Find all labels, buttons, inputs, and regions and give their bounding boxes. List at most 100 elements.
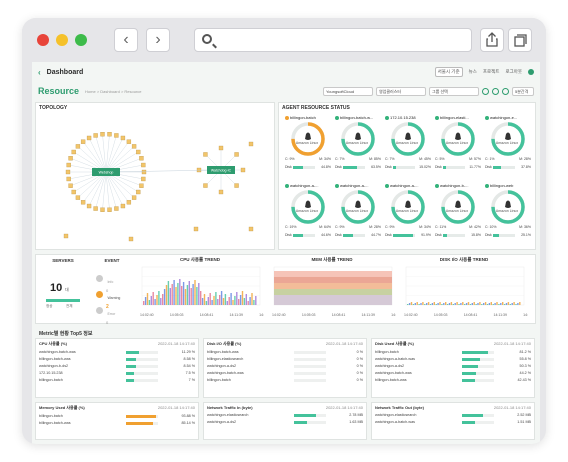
settings-icon[interactable] (492, 87, 499, 95)
interval-select[interactable]: 5분간격 (512, 86, 534, 96)
metric-table: Network Traffic Out (byte) 2022-01-18 14:… (371, 402, 535, 440)
metric-row[interactable]: billingon-batch-was 85.14 % (39, 421, 195, 425)
topology-node (139, 156, 144, 161)
metric-row[interactable]: watchingon-b-ds2 8.54 % (39, 364, 195, 368)
metric-row[interactable]: watchingon-a-ds2 50.3 % (375, 364, 531, 368)
resource-title: Resource (38, 86, 80, 96)
linux-icon (355, 200, 361, 208)
metric-row[interactable]: watchingon-a-ds2 0 % (207, 364, 363, 368)
minimize-window-button[interactable] (56, 34, 68, 46)
metric-row[interactable]: billingon-batch 93.88 % (39, 414, 195, 418)
agent-card[interactable]: billingon-elasti... Amazon Linux C: 5% M: 5… (435, 115, 481, 175)
topology-node (248, 226, 254, 232)
agent-card[interactable]: watchingon-e... Amazon Linux C: 1% M: 28% Di… (485, 115, 531, 175)
metric-row[interactable]: watchingon-batch-was 44.2 % (375, 371, 531, 375)
group-select[interactable]: 그룹 선택 (429, 86, 479, 96)
metric-row[interactable]: watchingon-a-batch-was 55.8 % (375, 357, 531, 361)
app-content: ‹ Dashboard 서울시 기준 뉴스 프로젝트 로그아웃 Resource… (32, 62, 540, 444)
forward-button[interactable]: › (146, 28, 170, 52)
agent-card[interactable]: watchingon-a-... Amazon Linux C: 19% M: 64%… (285, 183, 331, 243)
agent-card[interactable]: watchingon-a-... Amazon Linux C: 9% M: 28% D… (335, 183, 381, 243)
user-status-icon[interactable] (528, 69, 534, 75)
agent-card[interactable]: billingon-batch Amazon Linux C: 9% M: 34% Di… (285, 115, 331, 175)
resource-bar: Resource Home > Dashboard > Resource You… (32, 82, 540, 100)
agent-card[interactable]: billingon-web Amazon Linux C: 10% M: 36% Dis… (485, 183, 531, 243)
metric-row[interactable]: billingon-batch-was 8.58 % (39, 357, 195, 361)
agent-card[interactable]: 172.10.15.238 Amazon Linux C: 7% M: 45% Disk… (385, 115, 431, 175)
metric-row[interactable]: billingon-batch-was 42.43 % (375, 378, 531, 382)
agent-stats: C: 11% M: 42% (435, 225, 481, 229)
cluster-select[interactable]: 영업클러스터 (376, 86, 426, 96)
agent-os-label: Amazon Linux (445, 141, 469, 145)
servers-legend-total: 전체 (66, 304, 73, 308)
agent-card[interactable]: watchingon-b-... Amazon Linux C: 11% M: 42%… (435, 183, 481, 243)
project-link[interactable]: 프로젝트 (482, 69, 500, 74)
event-error-label: Error (107, 312, 116, 316)
metric-row[interactable]: billingon-elasticsearch 0 % (207, 357, 363, 361)
metric-row[interactable]: billingon-batch 7 % (39, 378, 195, 382)
linux-icon (505, 132, 511, 140)
linux-icon (405, 200, 411, 208)
refresh-icon[interactable] (482, 87, 489, 95)
metric-row[interactable]: watchingon-elasticsearch 2.78 MB (207, 413, 363, 417)
servers-legend-normal: 정상 (46, 304, 53, 308)
agent-usage-ring (441, 190, 475, 224)
event-info[interactable]: Info 0 (96, 270, 113, 293)
topology-node (68, 156, 73, 161)
trend-title: MEM 사용률 TREND (311, 257, 353, 262)
agent-stats: C: 9% M: 34% (385, 225, 431, 229)
agent-name: watchingon-a-... (285, 183, 331, 188)
metric-row[interactable]: watchingon-batch-was 0 % (207, 371, 363, 375)
event-error[interactable]: Error 0 (96, 302, 115, 325)
topology-node (65, 169, 71, 175)
servers-title: SERVERS (52, 258, 74, 263)
metric-row[interactable]: watchingon-batch-was 11.29 % (39, 350, 195, 354)
app-header: ‹ Dashboard 서울시 기준 뉴스 프로젝트 로그아웃 (32, 62, 540, 82)
metric-row[interactable]: billingon-batch 0 % (207, 378, 363, 382)
trend-chart[interactable]: MEM 사용률 TREND 14:02:40 14:05:03 14:08:41 14:… (268, 257, 396, 321)
agent-disk: Disk 44.8% (285, 165, 331, 169)
back-button[interactable]: ‹ (114, 28, 138, 52)
topology-node (141, 169, 147, 175)
topology-node (68, 183, 73, 188)
metric-row[interactable]: watchingon-a-ds2 1.63 MB (207, 420, 363, 424)
agent-card[interactable]: watchingon-a-... Amazon Linux C: 9% M: 34% D… (385, 183, 431, 243)
event-warning[interactable]: Warning 2 (96, 286, 120, 310)
metric-row[interactable]: 172.10.15.238 7.5 % (39, 371, 195, 375)
back-chevron-icon[interactable]: ‹ (38, 67, 41, 77)
agent-status-icon (285, 115, 289, 120)
event-box: EVENT Info 0 Warning 2 Error 0 (92, 258, 132, 325)
metric-row[interactable]: billingon-batch-was 0 % (207, 350, 363, 354)
topology-graph[interactable]: Webshop Watchdog-IC (36, 114, 274, 249)
linux-icon (305, 132, 311, 140)
cloud-select[interactable]: YoungsoftCloud (323, 86, 373, 96)
metrics-title: Metric별 현황 Top5 정보 (39, 331, 93, 337)
agent-os-label: Amazon Linux (295, 209, 319, 213)
agent-disk: Disk 11.77% (435, 165, 481, 169)
share-button[interactable] (480, 28, 504, 52)
trend-chart[interactable]: DISK I/O 사용률 TREND 14:02:40 14:05:03 14:08:… (400, 257, 528, 321)
region-chip[interactable]: 서울시 기준 (434, 67, 463, 77)
news-link[interactable]: 뉴스 (468, 69, 477, 74)
topology-node (193, 226, 199, 232)
tabs-button[interactable] (508, 28, 532, 52)
play-icon[interactable] (502, 87, 509, 95)
agent-card[interactable]: billingon-batch-w... Amazon Linux C: 7% M: … (335, 115, 381, 175)
address-bar[interactable] (194, 28, 472, 52)
trend-chart[interactable]: CPU 사용률 TREND 14:02:40 14:05:03 14:08:41 14:… (136, 257, 264, 321)
metric-row[interactable]: watchingon-elasticsearch 2.52 MB (375, 413, 531, 417)
logout-link[interactable]: 로그아웃 (505, 69, 522, 74)
close-window-button[interactable] (37, 34, 49, 46)
linux-icon (455, 200, 461, 208)
agent-disk: Disk 15.8% (435, 233, 481, 237)
agent-os-label: Amazon Linux (445, 209, 469, 213)
metric-row[interactable]: billingon-batch 81.2 % (375, 350, 531, 354)
info-icon (96, 275, 103, 283)
maximize-window-button[interactable] (75, 34, 87, 46)
tabs-icon (514, 34, 527, 47)
agent-name: billingon-web (485, 183, 531, 188)
agent-disk: Disk 25.1% (485, 233, 531, 237)
agent-stats: C: 9% M: 28% (335, 225, 381, 229)
metric-row[interactable]: watchingon-a-batch-was 1.51 MB (375, 420, 531, 424)
agent-name: watchingon-a-... (385, 183, 431, 188)
